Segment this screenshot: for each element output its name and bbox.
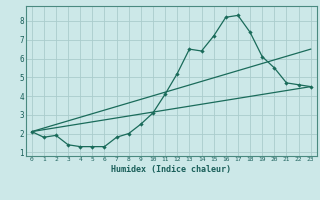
X-axis label: Humidex (Indice chaleur): Humidex (Indice chaleur)	[111, 165, 231, 174]
